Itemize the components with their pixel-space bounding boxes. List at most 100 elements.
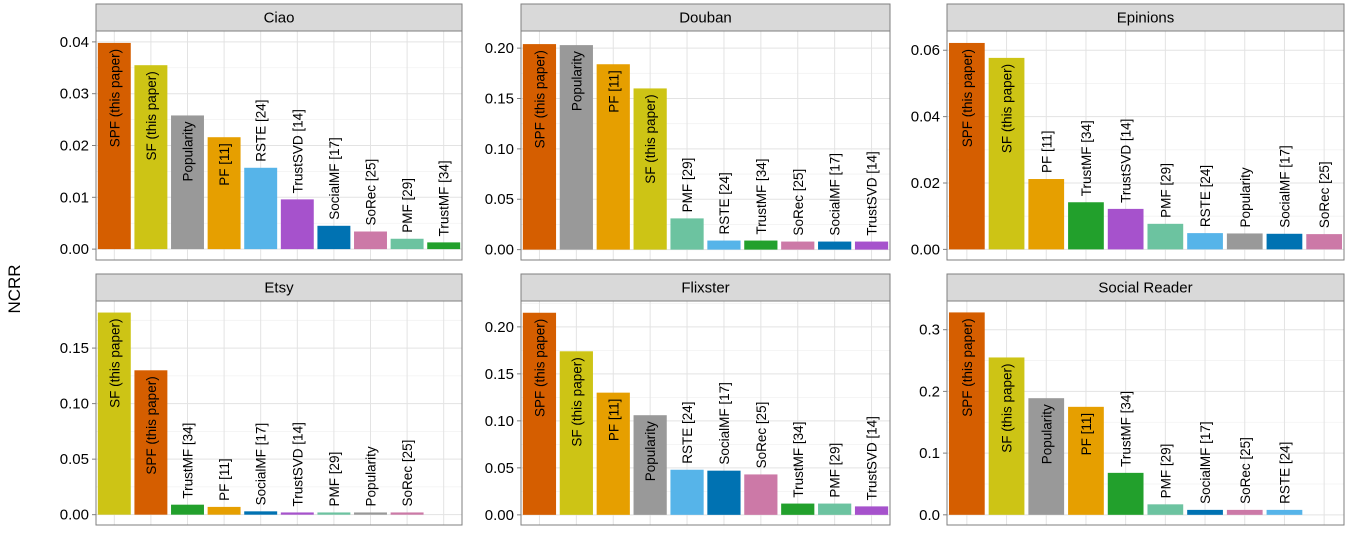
bar-rste-24 (1266, 509, 1303, 515)
bar-rste-24 (244, 167, 278, 250)
bar-pf-11 (1068, 406, 1104, 515)
bar-label-spf-this-paper: SPF (this paper) (532, 50, 547, 148)
bar-sf-this-paper (559, 351, 593, 515)
bar-socialmf-17 (1266, 233, 1303, 250)
bar-spf-this-paper (134, 370, 168, 515)
bar-label-sf-this-paper: SF (this paper) (144, 71, 159, 160)
bar-label-pmf-29: PMF [29] (327, 452, 342, 507)
bar-sorec-25 (1306, 234, 1343, 250)
y-tick-label: 0.05 (60, 451, 89, 468)
bar-label-pf-11: PF [11] (606, 70, 621, 113)
y-tick-label: 0.10 (485, 141, 514, 158)
y-tick-label: 0.04 (60, 34, 89, 51)
bar-label-pmf-29: PMF [29] (828, 443, 843, 498)
facet-title: Douban (679, 10, 732, 27)
bar-label-pmf-29: PMF [29] (1158, 444, 1173, 499)
bar-label-spf-this-paper: SPF (this paper) (960, 318, 975, 416)
bar-label-trustmf-34: TrustMF [34] (754, 159, 769, 235)
bar-pmf-29 (317, 512, 351, 515)
bar-sf-this-paper (134, 65, 168, 250)
bar-pf-11 (207, 137, 241, 250)
bar-label-sorec-25: SoRec [25] (1317, 161, 1332, 228)
bar-pf-11 (596, 392, 630, 515)
bar-sorec-25 (744, 474, 778, 515)
y-tick-label: 0.15 (485, 91, 514, 108)
panel-border (520, 30, 891, 261)
bar-popularity (171, 115, 204, 250)
bar-trustsvd-14 (854, 241, 889, 250)
bar-label-sorec-25: SoRec [25] (364, 159, 379, 226)
bar-rste-24 (670, 469, 704, 515)
bar-popularity (354, 512, 387, 515)
bar-popularity (1226, 233, 1263, 250)
bar-label-socialmf-17: SocialMF [17] (254, 423, 269, 506)
bar-label-trustsvd-14: TrustSVD [14] (290, 422, 305, 506)
y-tick-label: 0.02 (60, 138, 89, 155)
y-tick-label: 0.1 (919, 445, 940, 462)
bar-label-pf-11: PF [11] (1039, 130, 1054, 173)
bar-pmf-29 (390, 238, 424, 250)
bar-label-socialmf-17: SocialMF [17] (1198, 421, 1213, 504)
bar-rste-24 (707, 240, 741, 250)
y-tick-label: 0.02 (911, 175, 940, 192)
y-tick-label: 0.3 (919, 322, 940, 339)
bar-spf-this-paper (97, 42, 131, 250)
facet-social-reader: Social Reader SPF (this paper) SF (this pa… (919, 273, 1345, 526)
bar-trustmf-34 (427, 242, 461, 250)
facet-title: Etsy (264, 280, 294, 297)
bar-sorec-25 (354, 231, 387, 250)
bar-label-trustmf-34: TrustMF [34] (1079, 120, 1094, 196)
bar-label-spf-this-paper: SPF (this paper) (107, 49, 122, 147)
y-tick-label: 0.03 (60, 86, 89, 103)
facet-title: Ciao (264, 10, 295, 27)
bar-trustsvd-14 (280, 512, 314, 515)
panel-border (95, 300, 463, 526)
bar-label-pf-11: PF [11] (217, 458, 232, 501)
facet-etsy: Etsy SF (this paper) SPF (this paper) Trust… (60, 273, 463, 526)
bar-label-rste-24: RSTE [24] (1198, 165, 1213, 227)
facet-title: Flixster (681, 280, 729, 297)
bar-label-pmf-29: PMF [29] (680, 158, 695, 213)
bar-label-rste-24: RSTE [24] (680, 401, 695, 463)
y-tick-label: 0.10 (485, 413, 514, 430)
bar-label-sorec-25: SoRec [25] (791, 169, 806, 236)
bar-pf-11 (1028, 179, 1065, 250)
bar-socialmf-17 (1187, 509, 1223, 515)
panel-border (946, 300, 1345, 526)
bar-sf-this-paper (633, 88, 667, 250)
bar-sorec-25 (1226, 509, 1263, 515)
y-tick-label: 0.00 (60, 241, 89, 258)
bar-socialmf-17 (707, 470, 741, 515)
bar-trustmf-34 (1107, 472, 1144, 515)
bar-label-rste-24: RSTE [24] (1277, 442, 1292, 504)
bar-trustmf-34 (781, 503, 815, 515)
facet-title: Social Reader (1098, 280, 1192, 297)
y-tick-label: 0.00 (911, 241, 940, 258)
y-tick-label: 0.05 (485, 460, 514, 477)
bar-label-sf-this-paper: SF (this paper) (107, 319, 122, 408)
bar-sf-this-paper (97, 312, 131, 515)
bar-sorec-25 (390, 512, 424, 515)
bar-spf-this-paper (522, 312, 557, 515)
bar-sf-this-paper (988, 357, 1025, 515)
bar-spf-this-paper (948, 42, 985, 250)
bar-trustmf-34 (1068, 202, 1104, 250)
y-tick-label: 0.15 (60, 340, 89, 357)
bar-trustsvd-14 (1107, 208, 1144, 250)
facet-title: Epinions (1117, 10, 1175, 27)
panel-border (946, 30, 1345, 261)
bar-pmf-29 (670, 218, 704, 250)
bar-pf-11 (596, 64, 630, 250)
bar-spf-this-paper (948, 312, 985, 515)
facet-strip (946, 273, 1345, 302)
facet-flixster: Flixster SPF (this paper) SF (this paper) P… (485, 273, 891, 526)
facet-epinions: Epinions SPF (this paper) SF (this paper) P… (911, 3, 1345, 261)
y-tick-label: 0.10 (60, 396, 89, 413)
bar-label-trustmf-34: TrustMF [34] (791, 422, 806, 498)
bar-label-pf-11: PF [11] (606, 399, 621, 442)
bar-pmf-29 (1147, 504, 1184, 515)
bar-label-trustmf-34: TrustMF [34] (1119, 391, 1134, 467)
bar-socialmf-17 (317, 225, 351, 250)
bar-trustsvd-14 (280, 199, 314, 250)
